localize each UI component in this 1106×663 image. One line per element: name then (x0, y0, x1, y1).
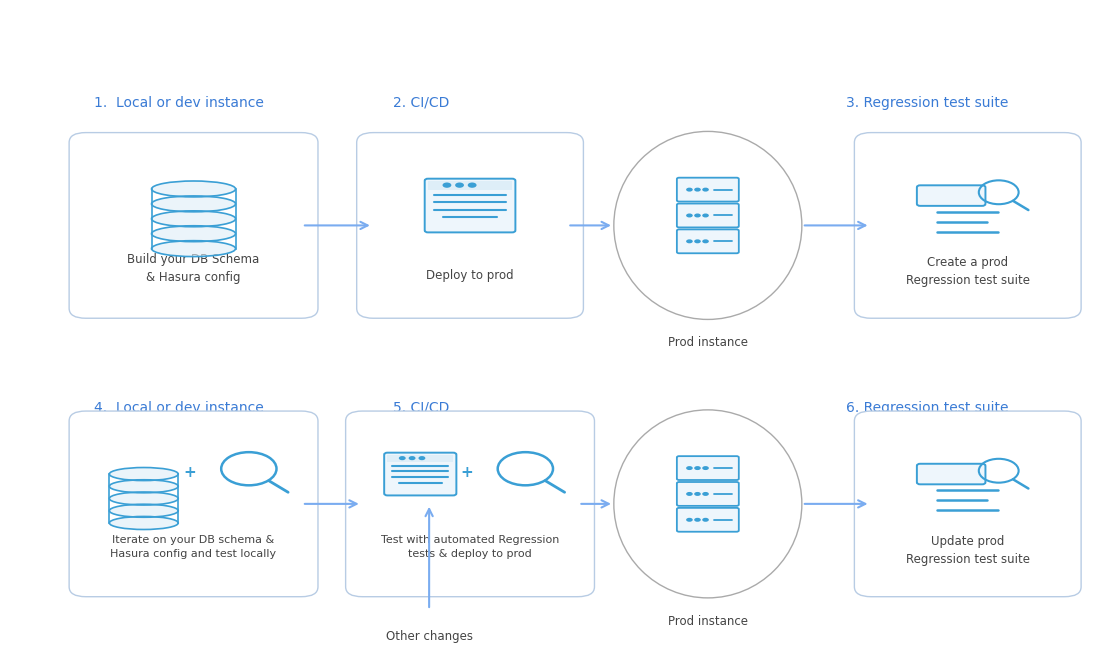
Circle shape (695, 188, 701, 192)
Circle shape (399, 456, 406, 460)
Text: Test with automated Regression
tests & deploy to prod: Test with automated Regression tests & d… (380, 535, 560, 559)
Text: 2. CI/CD: 2. CI/CD (393, 95, 449, 110)
Circle shape (408, 456, 416, 460)
Ellipse shape (152, 211, 236, 227)
Circle shape (702, 518, 709, 522)
Circle shape (686, 239, 692, 243)
Circle shape (442, 182, 451, 188)
Text: 5. CI/CD: 5. CI/CD (393, 400, 449, 415)
FancyBboxPatch shape (356, 133, 584, 318)
Circle shape (686, 213, 692, 217)
Text: Other changes: Other changes (386, 630, 472, 643)
Circle shape (695, 492, 701, 496)
Circle shape (686, 518, 692, 522)
Circle shape (695, 466, 701, 470)
FancyBboxPatch shape (69, 411, 319, 597)
Bar (428, 180, 512, 190)
Ellipse shape (109, 505, 178, 517)
FancyBboxPatch shape (917, 185, 985, 206)
Ellipse shape (152, 225, 236, 241)
Circle shape (702, 239, 709, 243)
Ellipse shape (109, 492, 178, 505)
FancyBboxPatch shape (677, 178, 739, 202)
Text: 3. Regression test suite: 3. Regression test suite (846, 95, 1009, 110)
Circle shape (686, 466, 692, 470)
Ellipse shape (614, 131, 802, 320)
Circle shape (686, 188, 692, 192)
Text: Prod instance: Prod instance (668, 615, 748, 628)
Ellipse shape (152, 196, 236, 212)
Text: 4.  Local or dev instance: 4. Local or dev instance (94, 400, 263, 415)
FancyBboxPatch shape (384, 453, 457, 495)
FancyBboxPatch shape (425, 178, 515, 232)
Circle shape (702, 213, 709, 217)
Circle shape (702, 492, 709, 496)
Circle shape (702, 188, 709, 192)
Ellipse shape (152, 241, 236, 257)
Circle shape (702, 466, 709, 470)
FancyBboxPatch shape (677, 508, 739, 532)
Text: Prod instance: Prod instance (668, 336, 748, 349)
Text: Deploy to prod: Deploy to prod (426, 269, 514, 282)
FancyBboxPatch shape (69, 133, 319, 318)
Text: 1.  Local or dev instance: 1. Local or dev instance (94, 95, 264, 110)
FancyBboxPatch shape (677, 482, 739, 506)
Text: +: + (184, 465, 197, 479)
Text: +: + (460, 465, 473, 479)
Text: 6. Regression test suite: 6. Regression test suite (846, 400, 1009, 415)
FancyBboxPatch shape (677, 229, 739, 253)
Ellipse shape (109, 516, 178, 530)
Text: Iterate on your DB schema &
Hasura config and test locally: Iterate on your DB schema & Hasura confi… (111, 535, 276, 559)
Text: Build your DB Schema
& Hasura config: Build your DB Schema & Hasura config (127, 253, 260, 284)
Circle shape (456, 182, 465, 188)
Ellipse shape (614, 410, 802, 598)
Text: Create a prod
Regression test suite: Create a prod Regression test suite (906, 257, 1030, 287)
FancyBboxPatch shape (677, 204, 739, 227)
FancyBboxPatch shape (677, 456, 739, 480)
FancyBboxPatch shape (917, 464, 985, 484)
FancyBboxPatch shape (854, 411, 1081, 597)
Circle shape (468, 182, 477, 188)
Ellipse shape (152, 181, 236, 197)
Circle shape (695, 518, 701, 522)
FancyBboxPatch shape (854, 133, 1081, 318)
Text: Update prod
Regression test suite: Update prod Regression test suite (906, 535, 1030, 566)
FancyBboxPatch shape (345, 411, 595, 597)
Circle shape (686, 492, 692, 496)
Bar (387, 455, 453, 461)
Ellipse shape (109, 467, 178, 481)
Ellipse shape (109, 480, 178, 493)
Circle shape (695, 213, 701, 217)
Circle shape (695, 239, 701, 243)
Circle shape (418, 456, 426, 460)
